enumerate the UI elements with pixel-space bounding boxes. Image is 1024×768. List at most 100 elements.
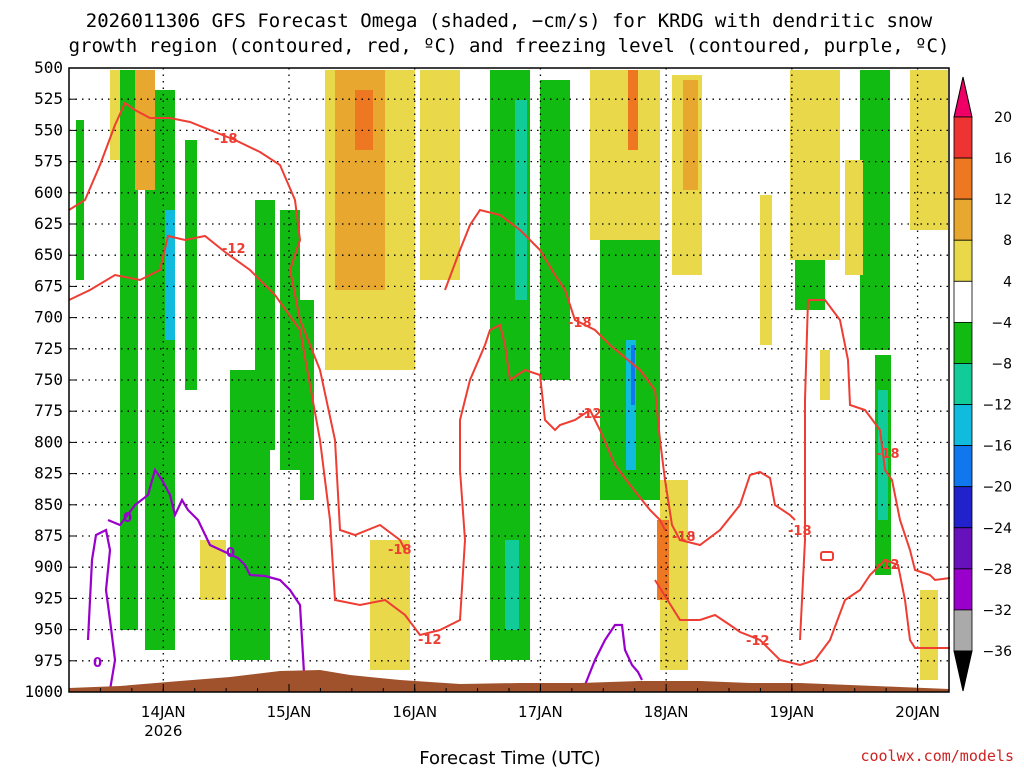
pressure-tick-label: 550 <box>34 120 63 139</box>
omega-patch <box>280 210 300 470</box>
dgz-contour-minus12-b <box>654 558 950 667</box>
omega-patch <box>920 590 938 680</box>
freezing-label: 0 <box>226 546 235 561</box>
omega-patch <box>185 140 197 390</box>
colorbar-tick-label: 8 <box>1003 233 1012 249</box>
pressure-tick-label: 525 <box>34 89 63 108</box>
pressure-axis: 500 525 550 575 600 625 650 675 700 725 750 775 800 8… <box>24 58 76 701</box>
freezing-label: 0 <box>93 656 102 671</box>
dgz-contour-labels: -18 -12 -18 -12 -18 -12 -18 -18 -12 -18 … <box>214 132 900 649</box>
omega-patch <box>76 120 84 280</box>
colorbar-swatch <box>953 363 973 405</box>
dgz-contour-minus18 <box>68 101 406 551</box>
omega-patch <box>355 90 373 150</box>
colorbar-swatch <box>953 239 973 282</box>
colorbar-tick-label: −20 <box>982 480 1012 496</box>
dgz-contour-minus18-b <box>444 208 796 547</box>
colorbar-tick-label: −8 <box>991 356 1012 372</box>
pressure-tick-label: 775 <box>34 401 63 420</box>
colorbar-swatch <box>953 280 973 323</box>
colorbar-tick-label: −24 <box>982 521 1012 537</box>
dgz-label: -18 <box>214 132 238 147</box>
freezing-label: 0 <box>123 511 132 526</box>
pressure-tick-label: 925 <box>34 588 63 607</box>
pressure-tick-label: 900 <box>34 557 63 576</box>
colorbar-tick-label: −4 <box>991 315 1012 331</box>
omega-patch <box>631 345 635 405</box>
omega-patch <box>165 210 175 340</box>
colorbar-tick-label: −12 <box>982 398 1012 414</box>
time-tick-year: 2026 <box>144 722 182 740</box>
omega-patch <box>255 200 275 450</box>
colorbar-tick-label: 20 <box>994 110 1012 126</box>
colorbar-tick-label: 12 <box>994 192 1012 208</box>
colorbar-swatch <box>953 198 973 241</box>
time-tick-label: 18JAN <box>644 703 689 721</box>
pressure-tick-label: 975 <box>34 651 63 670</box>
omega-patch <box>370 540 410 670</box>
dgz-label: -12 <box>418 633 442 648</box>
omega-patch <box>845 160 863 275</box>
omega-patch <box>590 70 660 240</box>
omega-patch <box>110 70 120 160</box>
pressure-tick-label: 950 <box>34 620 63 639</box>
pressure-tick-label: 500 <box>34 58 63 77</box>
colorbar-swatch <box>953 609 973 652</box>
pressure-tick-label: 675 <box>34 276 63 295</box>
pressure-tick-label: 1000 <box>24 682 63 701</box>
omega-patch <box>420 70 460 280</box>
pressure-tick-label: 650 <box>34 245 63 264</box>
omega-patch <box>860 70 890 350</box>
pressure-tick-label: 850 <box>34 495 63 514</box>
omega-patch <box>910 70 948 230</box>
colorbar: 20 16 12 8 4 −4 −8 −12 −16 −20 −24 −28 −32 −36 <box>953 76 1012 692</box>
dgz-label: -18 <box>876 447 900 462</box>
colorbar-bottom-arrow <box>953 650 973 692</box>
dgz-label: -12 <box>222 242 246 257</box>
chart-title-line-2: growth region (contoured, red, ºC) and f… <box>69 35 950 57</box>
pressure-tick-label: 700 <box>34 308 63 327</box>
dgz-label: -18 <box>388 543 412 558</box>
dgz-label: -18 <box>788 524 812 539</box>
omega-patch <box>760 195 772 345</box>
colorbar-top-arrow <box>953 76 973 118</box>
freezing-contour-c <box>583 623 643 686</box>
pressure-tick-label: 875 <box>34 526 63 545</box>
pressure-tick-label: 825 <box>34 464 63 483</box>
colorbar-swatch <box>953 568 973 611</box>
colorbar-swatch <box>953 404 973 447</box>
time-tick-label: 20JAN <box>895 703 940 721</box>
dgz-label: -12 <box>746 634 770 649</box>
time-tick-label: 16JAN <box>392 703 437 721</box>
colorbar-swatch <box>953 116 973 159</box>
colorbar-tick-label: −16 <box>982 439 1012 455</box>
pressure-tick-label: 725 <box>34 339 63 358</box>
time-tick-label: 17JAN <box>518 703 563 721</box>
colorbar-tick-label: −32 <box>982 603 1012 619</box>
omega-patch <box>683 80 698 190</box>
freezing-level-contours <box>86 467 643 691</box>
time-tick-label: 15JAN <box>267 703 312 721</box>
dgz-contour-loop <box>820 551 834 561</box>
freezing-contour-a <box>86 528 117 691</box>
colorbar-swatch <box>953 445 973 488</box>
omega-patch <box>540 80 570 380</box>
colorbar-tick-label: 4 <box>1003 274 1012 290</box>
omega-patch <box>657 520 669 600</box>
dgz-label: -18 <box>568 316 592 331</box>
pressure-tick-label: 750 <box>34 370 63 389</box>
omega-patch <box>628 70 638 150</box>
omega-shading <box>76 70 948 680</box>
freezing-contour-b <box>107 467 307 691</box>
omega-patch <box>200 540 226 600</box>
pressure-tick-label: 800 <box>34 432 63 451</box>
dgz-label: -18 <box>672 530 696 545</box>
time-tick-label: 14JAN <box>141 703 186 721</box>
omega-patch <box>820 350 830 400</box>
dgz-label: -12 <box>876 558 900 573</box>
colorbar-tick-label: 16 <box>994 151 1012 167</box>
x-axis-label: Forecast Time (UTC) <box>419 748 600 768</box>
chart-title-line-1: 2026011306 GFS Forecast Omega (shaded, −… <box>86 10 933 32</box>
